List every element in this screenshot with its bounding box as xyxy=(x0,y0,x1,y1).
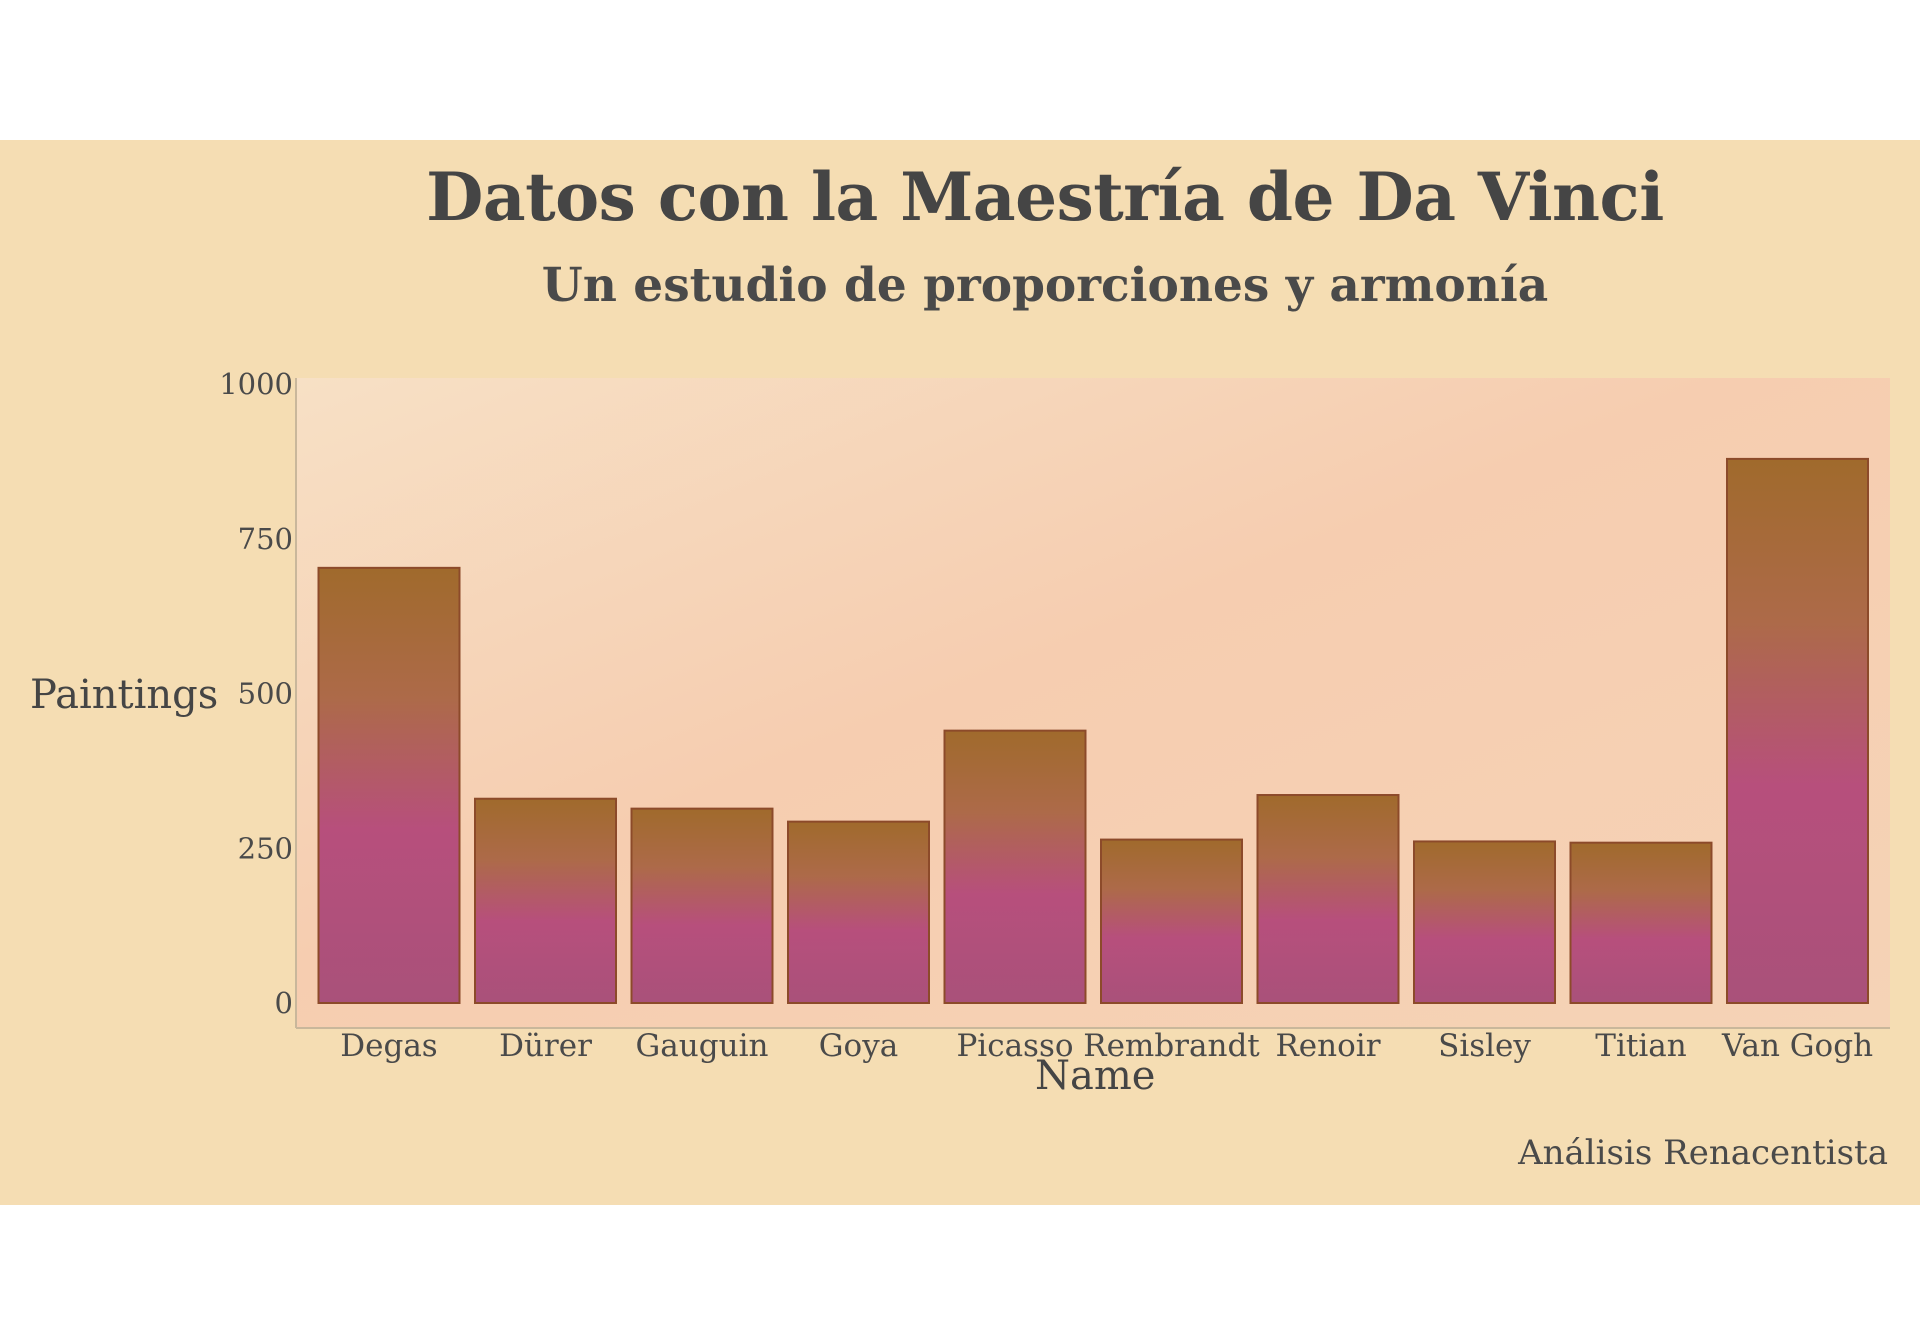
x-tick-label: Picasso xyxy=(956,1028,1073,1064)
bar-renoir xyxy=(1256,794,1400,1004)
y-tick-label: 1000 xyxy=(219,367,293,401)
bar-van-gogh xyxy=(1726,457,1869,1004)
y-axis-ticks: 0 250 500 750 1000 xyxy=(219,367,293,1020)
y-tick-label: 250 xyxy=(238,831,293,865)
x-tick-label: Gauguin xyxy=(636,1028,769,1064)
bar-titian xyxy=(1569,841,1713,1005)
chart-caption: Análisis Renacentista xyxy=(1518,1133,1888,1173)
bar-gauguin xyxy=(630,807,774,1004)
x-tick-label: Renoir xyxy=(1275,1028,1380,1064)
chart-subtitle: Un estudio de proporciones y armonía xyxy=(541,258,1549,313)
x-tick-label: Sisley xyxy=(1438,1028,1531,1064)
bar-dürer xyxy=(474,797,617,1004)
x-tick-label: Goya xyxy=(819,1028,898,1064)
bar-degas xyxy=(317,566,461,1005)
x-axis-ticks: Degas Dürer Gauguin Goya Picasso Rembrandt Ren… xyxy=(340,1028,1873,1064)
x-tick-label: Van Gogh xyxy=(1721,1028,1873,1064)
x-tick-label: Rembrandt xyxy=(1083,1028,1260,1064)
y-axis-label: Paintings xyxy=(30,672,219,718)
x-tick-label: Titian xyxy=(1595,1028,1686,1064)
bar-picasso xyxy=(943,729,1087,1004)
y-tick-label: 0 xyxy=(275,986,293,1020)
bars xyxy=(317,457,1869,1005)
bar-goya xyxy=(787,820,930,1004)
bar-sisley xyxy=(1413,840,1556,1004)
y-tick-label: 750 xyxy=(238,522,293,556)
chart-title: Datos con la Maestría de Da Vinci xyxy=(426,158,1664,236)
x-axis-label: Name xyxy=(1035,1053,1156,1099)
bar-rembrandt xyxy=(1100,838,1243,1004)
y-tick-label: 500 xyxy=(238,677,293,711)
x-tick-label: Degas xyxy=(340,1028,437,1064)
x-tick-label: Dürer xyxy=(499,1028,592,1064)
